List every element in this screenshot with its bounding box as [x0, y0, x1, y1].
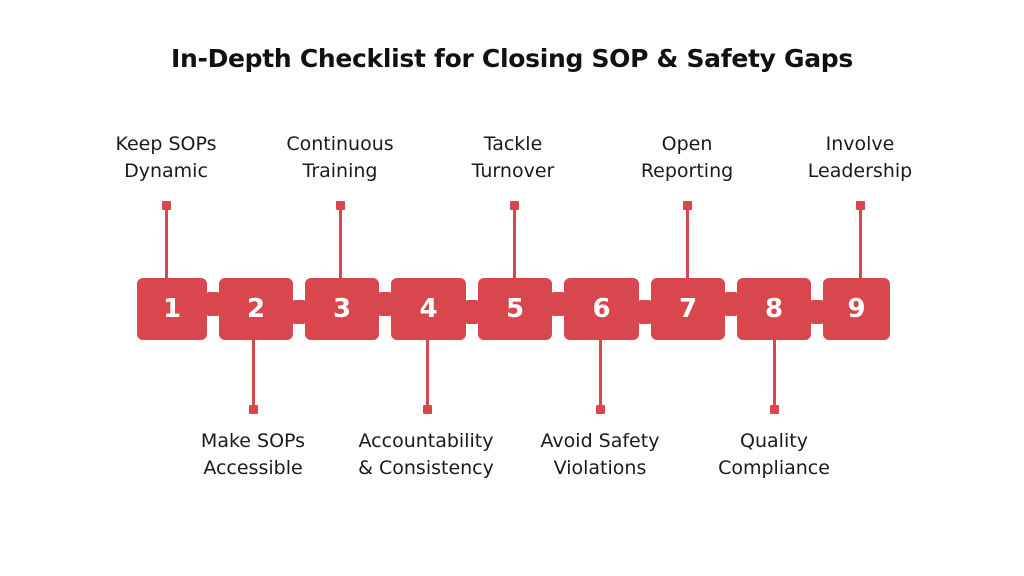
step-5-number: 5	[505, 294, 525, 324]
step-4-label: Accountability & Consistency	[358, 430, 494, 479]
connector-2-3	[292, 300, 306, 324]
step-5-label: Tackle Turnover	[471, 133, 555, 182]
step-4-number: 4	[419, 294, 438, 324]
step-4-block: 4	[391, 278, 466, 340]
step-9-block: 9	[823, 278, 890, 340]
connector-1-2	[206, 292, 220, 316]
step-7-stem	[686, 205, 689, 279]
step-2-dot	[249, 405, 258, 414]
step-3-label: Continuous Training	[286, 133, 394, 182]
step-2-label: Make SOPs Accessible	[200, 430, 306, 479]
step-3-block: 3	[305, 278, 379, 340]
step-7-block: 7	[651, 278, 725, 340]
step-6-label: Avoid Safety Violations	[540, 430, 660, 479]
step-8-label: Quality Compliance	[718, 430, 830, 479]
connector-3-4	[378, 292, 392, 316]
step-5-block: 5	[478, 278, 552, 340]
step-6-dot	[596, 405, 605, 414]
step-9-label: Involve Leadership	[807, 133, 913, 182]
step-6-stem	[599, 339, 602, 409]
step-3-number: 3	[332, 294, 352, 324]
step-1-number: 1	[162, 294, 182, 324]
step-9-stem	[859, 205, 862, 279]
step-1-label: Keep SOPs Dynamic	[115, 133, 217, 182]
step-2-number: 2	[246, 294, 266, 324]
step-6-block: 6	[564, 278, 639, 340]
connector-8-9	[810, 300, 824, 324]
step-8-stem	[773, 339, 776, 409]
step-8-dot	[770, 405, 779, 414]
step-7-number: 7	[678, 294, 698, 324]
page-title: In-Depth Checklist for Closing SOP & Saf…	[171, 44, 853, 73]
step-3-stem	[339, 205, 342, 279]
connector-6-7	[638, 300, 652, 324]
step-2-stem	[252, 339, 255, 409]
step-1-stem	[165, 205, 168, 279]
step-9-number: 9	[847, 294, 866, 324]
step-4-dot	[423, 405, 432, 414]
step-5-stem	[513, 205, 516, 279]
step-1-block: 1	[137, 278, 207, 340]
step-4-stem	[426, 339, 429, 409]
step-7-label: Open Reporting	[640, 133, 734, 182]
step-2-block: 2	[219, 278, 293, 340]
step-8-number: 8	[764, 294, 784, 324]
connector-4-5	[465, 300, 479, 324]
connector-5-6	[551, 292, 565, 316]
step-8-block: 8	[737, 278, 811, 340]
connector-7-8	[724, 292, 738, 316]
step-6-number: 6	[592, 294, 611, 324]
